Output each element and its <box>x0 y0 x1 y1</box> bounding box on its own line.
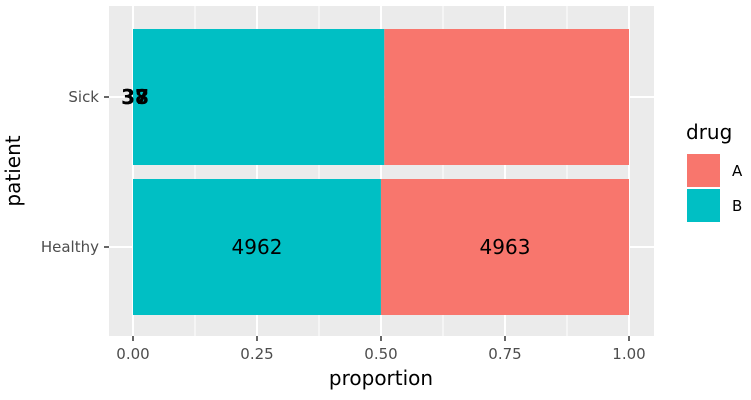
legend-key-b <box>687 189 720 222</box>
y-axis-title: patient <box>1 135 25 206</box>
x-axis: 0.00 0.25 0.50 0.75 1.00 <box>116 336 646 363</box>
x-tick-label: 0.25 <box>240 345 273 363</box>
data-label-sick-b: 38 <box>121 85 149 109</box>
x-tick-label: 0.00 <box>116 345 149 363</box>
y-axis: Healthy Sick <box>41 88 109 256</box>
bar-healthy-a <box>380 179 629 315</box>
bar-sick-a <box>384 29 629 165</box>
y-tick-label-healthy: Healthy <box>41 238 99 256</box>
x-tick-label: 0.75 <box>488 345 521 363</box>
legend: drug AB <box>686 120 743 222</box>
data-label-sick-a: 37 <box>121 85 149 109</box>
legend-label-a: A <box>732 162 743 180</box>
bars <box>133 29 629 315</box>
legend-label-b: B <box>732 197 742 215</box>
y-tick-label-sick: Sick <box>68 88 99 106</box>
bar-sick-b <box>133 29 385 165</box>
data-label-healthy-a: 4963 <box>480 235 531 259</box>
x-tick-label: 0.50 <box>364 345 397 363</box>
x-tick-label: 1.00 <box>612 345 645 363</box>
legend-key-a <box>687 154 720 187</box>
bar-healthy-b <box>133 179 381 315</box>
x-axis-title: proportion <box>329 366 433 390</box>
legend-title: drug <box>686 120 732 144</box>
data-label-healthy-b: 4962 <box>232 235 283 259</box>
